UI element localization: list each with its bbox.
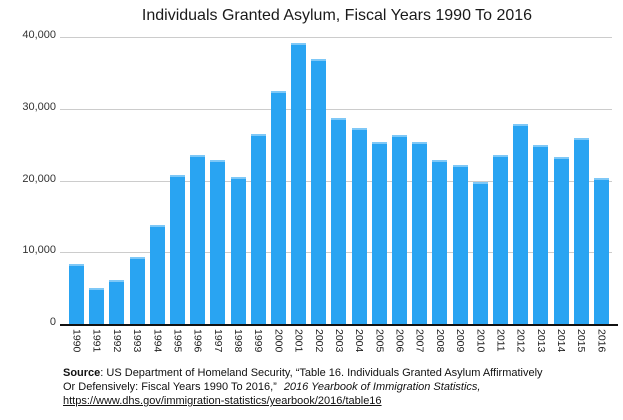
x-tick-label-1998: 1998 <box>232 329 244 353</box>
plot-area <box>60 37 618 326</box>
y-axis-labels: 0 10,000 20,000 30,000 40,000 <box>0 0 56 420</box>
chart-title: Individuals Granted Asylum, Fiscal Years… <box>141 7 533 24</box>
bar-2005 <box>371 142 387 324</box>
x-tick-label-2009: 2009 <box>454 329 467 353</box>
bar-1991 <box>89 288 105 324</box>
x-tick-label-1993: 1993 <box>131 329 144 353</box>
x-tick-label-2006: 2006 <box>393 329 406 353</box>
bar-2011 <box>492 155 508 324</box>
bar-2013 <box>533 144 549 324</box>
x-tick-label-1990: 1990 <box>70 329 83 353</box>
bar-2015 <box>573 138 589 324</box>
x-axis-labels: 1990 1991 1992 1993 1994 1995 1996 1997 1998 1999… <box>69 329 609 352</box>
source-text-2: Or Defensively: Fiscal Years 1990 To 201… <box>63 381 277 393</box>
x-tick-label-1999: 1999 <box>252 329 265 353</box>
x-tick-label-2002: 2002 <box>312 329 325 353</box>
bar-2009 <box>452 164 468 324</box>
bar-1995 <box>169 175 185 324</box>
source-citation-italic: 2016 Yearbook of Immigration Statistics, <box>283 381 481 393</box>
bar-1997 <box>210 159 226 324</box>
x-tick-label-2013: 2013 <box>534 329 547 353</box>
bar-1996 <box>190 155 206 324</box>
x-tick-label-2016: 2016 <box>595 329 608 353</box>
bar-2003 <box>331 118 347 324</box>
x-tick-label-2005: 2005 <box>373 329 386 353</box>
source-link[interactable]: https://www.dhs.gov/immigration-statisti… <box>63 395 382 407</box>
x-tick-label-2007: 2007 <box>413 329 426 353</box>
x-tick-label-2001: 2001 <box>292 329 305 353</box>
y-tick-label-0: 0 <box>49 316 56 328</box>
x-tick-label-2008: 2008 <box>433 329 446 353</box>
bar-2014 <box>553 156 569 324</box>
gridline-30000 <box>60 108 612 110</box>
bar-1990 <box>69 263 84 324</box>
x-tick-label-2003: 2003 <box>332 329 345 353</box>
bar-1994 <box>149 225 165 324</box>
bar-2012 <box>513 123 529 324</box>
source-line-1: Source: US Department of Homeland Securi… <box>63 366 608 380</box>
y-tick-label-10000: 10,000 <box>22 244 56 257</box>
bars-row <box>69 37 609 324</box>
x-tick-label-2012: 2012 <box>514 329 527 353</box>
bar-2016 <box>593 177 609 324</box>
x-tick-label-1992: 1992 <box>110 329 123 353</box>
x-tick-label-2015: 2015 <box>575 329 588 353</box>
bar-1992 <box>109 279 125 324</box>
x-tick-label-2014: 2014 <box>555 329 567 353</box>
x-tick-label-1994: 1994 <box>151 329 164 353</box>
bar-2007 <box>412 142 428 324</box>
bar-2001 <box>291 43 307 324</box>
bar-1999 <box>250 133 266 324</box>
x-tick-label-2011: 2011 <box>494 329 507 352</box>
bar-2002 <box>311 59 327 324</box>
x-tick-label-1996: 1996 <box>191 329 204 353</box>
source-text-1: : US Department of Homeland Security, “T… <box>100 367 543 379</box>
bar-1993 <box>129 256 145 324</box>
x-tick-label-1997: 1997 <box>211 329 224 353</box>
y-tick-label-30000: 30,000 <box>22 100 56 113</box>
bar-1998 <box>230 176 246 324</box>
x-tick-label-1991: 1991 <box>90 329 103 353</box>
y-tick-label-20000: 20,000 <box>22 172 56 185</box>
x-tick-label-2004: 2004 <box>353 329 366 353</box>
x-tick-label-2000: 2000 <box>272 329 285 353</box>
bar-2006 <box>392 135 407 324</box>
source-line-3: https://www.dhs.gov/immigration-statisti… <box>63 394 608 408</box>
bar-2004 <box>351 128 367 324</box>
bar-2000 <box>270 90 286 324</box>
gridline-40000 <box>60 37 612 38</box>
x-tick-label-1995: 1995 <box>171 329 184 353</box>
source-note: Source: US Department of Homeland Securi… <box>63 366 608 408</box>
bar-2008 <box>432 159 448 324</box>
y-tick-label-40000: 40,000 <box>22 29 56 41</box>
x-tick-label-2010: 2010 <box>474 329 487 353</box>
source-label: Source <box>63 367 101 379</box>
source-line-2: Or Defensively: Fiscal Years 1990 To 201… <box>63 380 608 394</box>
bar-2010 <box>472 181 488 324</box>
